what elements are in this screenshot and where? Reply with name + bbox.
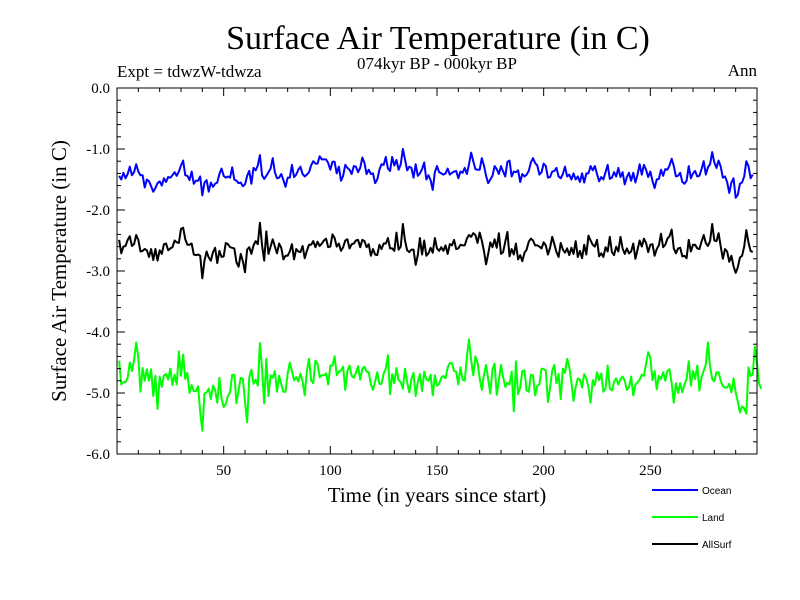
series-line-ocean bbox=[118, 148, 754, 199]
y-axis-label: Surface Air Temperature (in C) bbox=[47, 140, 71, 402]
ticks-layer: 50 100 150 200 250 0.0 -1.0 -2.0 -3.0 -4.0 -5.0 -6.… bbox=[86, 81, 757, 479]
y-tick-label: 0.0 bbox=[91, 81, 110, 97]
series-layer bbox=[118, 148, 763, 432]
y-tick-label: -3.0 bbox=[86, 264, 110, 280]
y-tick-label: -4.0 bbox=[86, 325, 110, 341]
series-line-land bbox=[118, 338, 763, 432]
legend-item-land: Land bbox=[652, 513, 724, 524]
x-tick-label: 250 bbox=[639, 463, 662, 479]
legend-label: AllSurf bbox=[702, 540, 732, 551]
legend: Ocean Land AllSurf bbox=[652, 486, 732, 551]
legend-label: Land bbox=[702, 513, 724, 524]
x-tick-label: 50 bbox=[216, 463, 231, 479]
plot-frame bbox=[116, 87, 758, 455]
x-tick-label: 100 bbox=[319, 463, 342, 479]
legend-item-allsurf: AllSurf bbox=[652, 540, 732, 551]
x-axis-label: Time (in years since start) bbox=[328, 483, 547, 507]
y-tick-label: -5.0 bbox=[86, 386, 110, 402]
chart-title: Surface Air Temperature (in C) bbox=[226, 20, 650, 57]
chart-season: Ann bbox=[728, 61, 758, 80]
chart-experiment: Expt = tdwzW-tdwza bbox=[117, 62, 262, 81]
x-tick-label: 200 bbox=[532, 463, 555, 479]
y-tick-label: -1.0 bbox=[86, 142, 110, 158]
y-tick-label: -6.0 bbox=[86, 447, 110, 463]
series-line-allsurf bbox=[118, 221, 754, 280]
legend-item-ocean: Ocean bbox=[652, 486, 731, 497]
legend-label: Ocean bbox=[702, 486, 731, 497]
y-tick-label: -2.0 bbox=[86, 203, 110, 219]
chart-subtitle: 074kyr BP - 000kyr BP bbox=[357, 54, 517, 73]
x-tick-label: 150 bbox=[426, 463, 449, 479]
